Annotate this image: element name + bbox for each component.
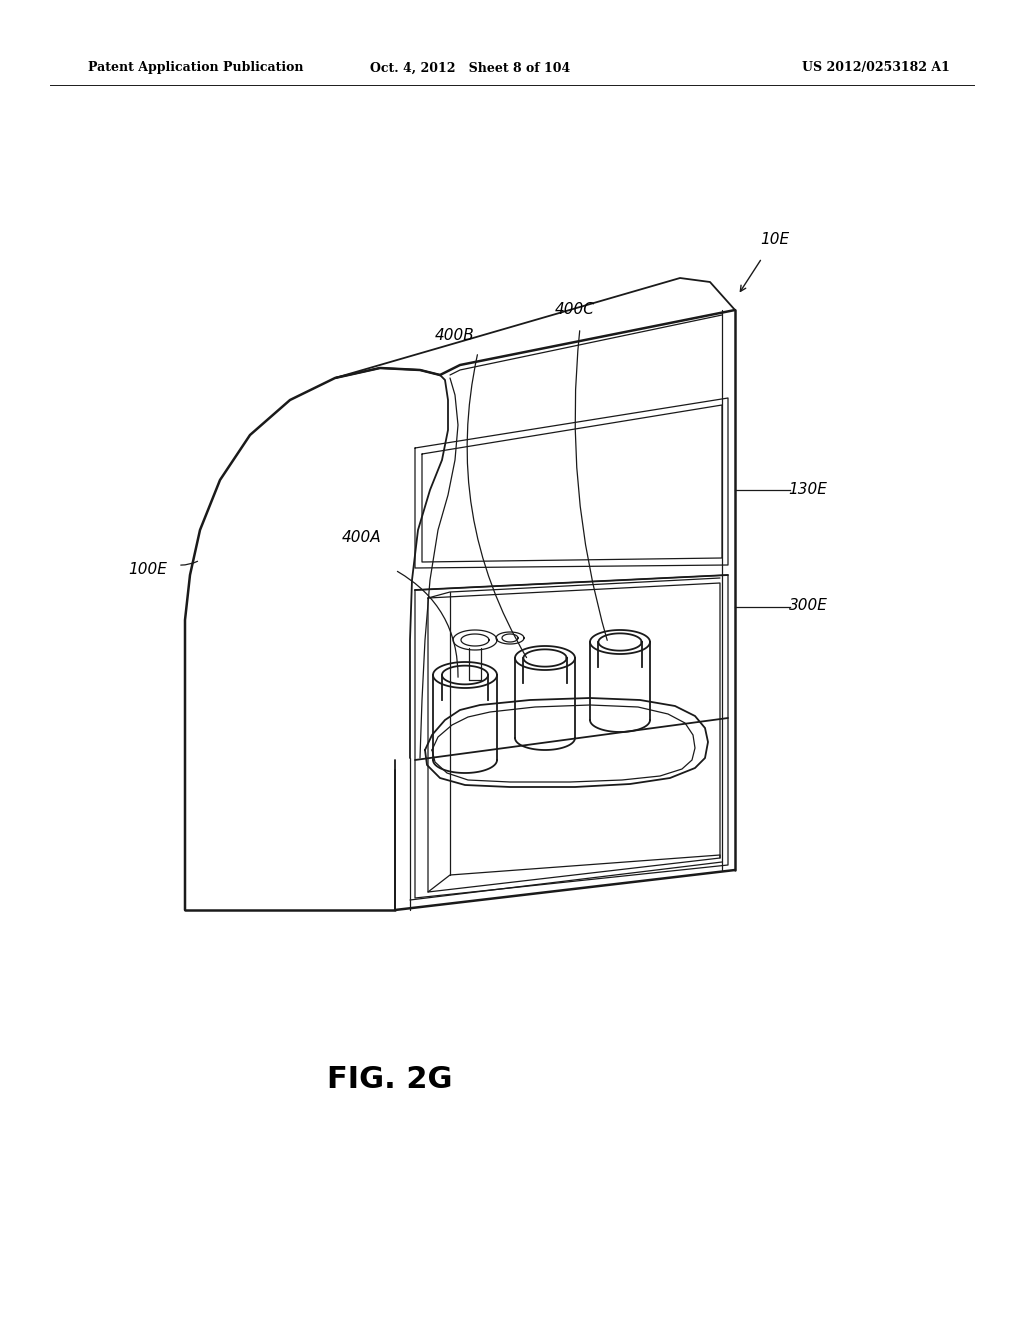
Text: Patent Application Publication: Patent Application Publication [88, 62, 303, 74]
Text: Oct. 4, 2012   Sheet 8 of 104: Oct. 4, 2012 Sheet 8 of 104 [370, 62, 570, 74]
Text: 10E: 10E [761, 232, 790, 248]
Text: 300E: 300E [788, 598, 827, 612]
Text: US 2012/0253182 A1: US 2012/0253182 A1 [802, 62, 950, 74]
Text: 400C: 400C [555, 302, 595, 318]
Text: FIG. 2G: FIG. 2G [328, 1065, 453, 1094]
Text: 100E: 100E [129, 562, 168, 578]
Text: 400A: 400A [342, 531, 382, 545]
Text: 130E: 130E [788, 483, 827, 498]
Text: 400B: 400B [435, 327, 475, 342]
